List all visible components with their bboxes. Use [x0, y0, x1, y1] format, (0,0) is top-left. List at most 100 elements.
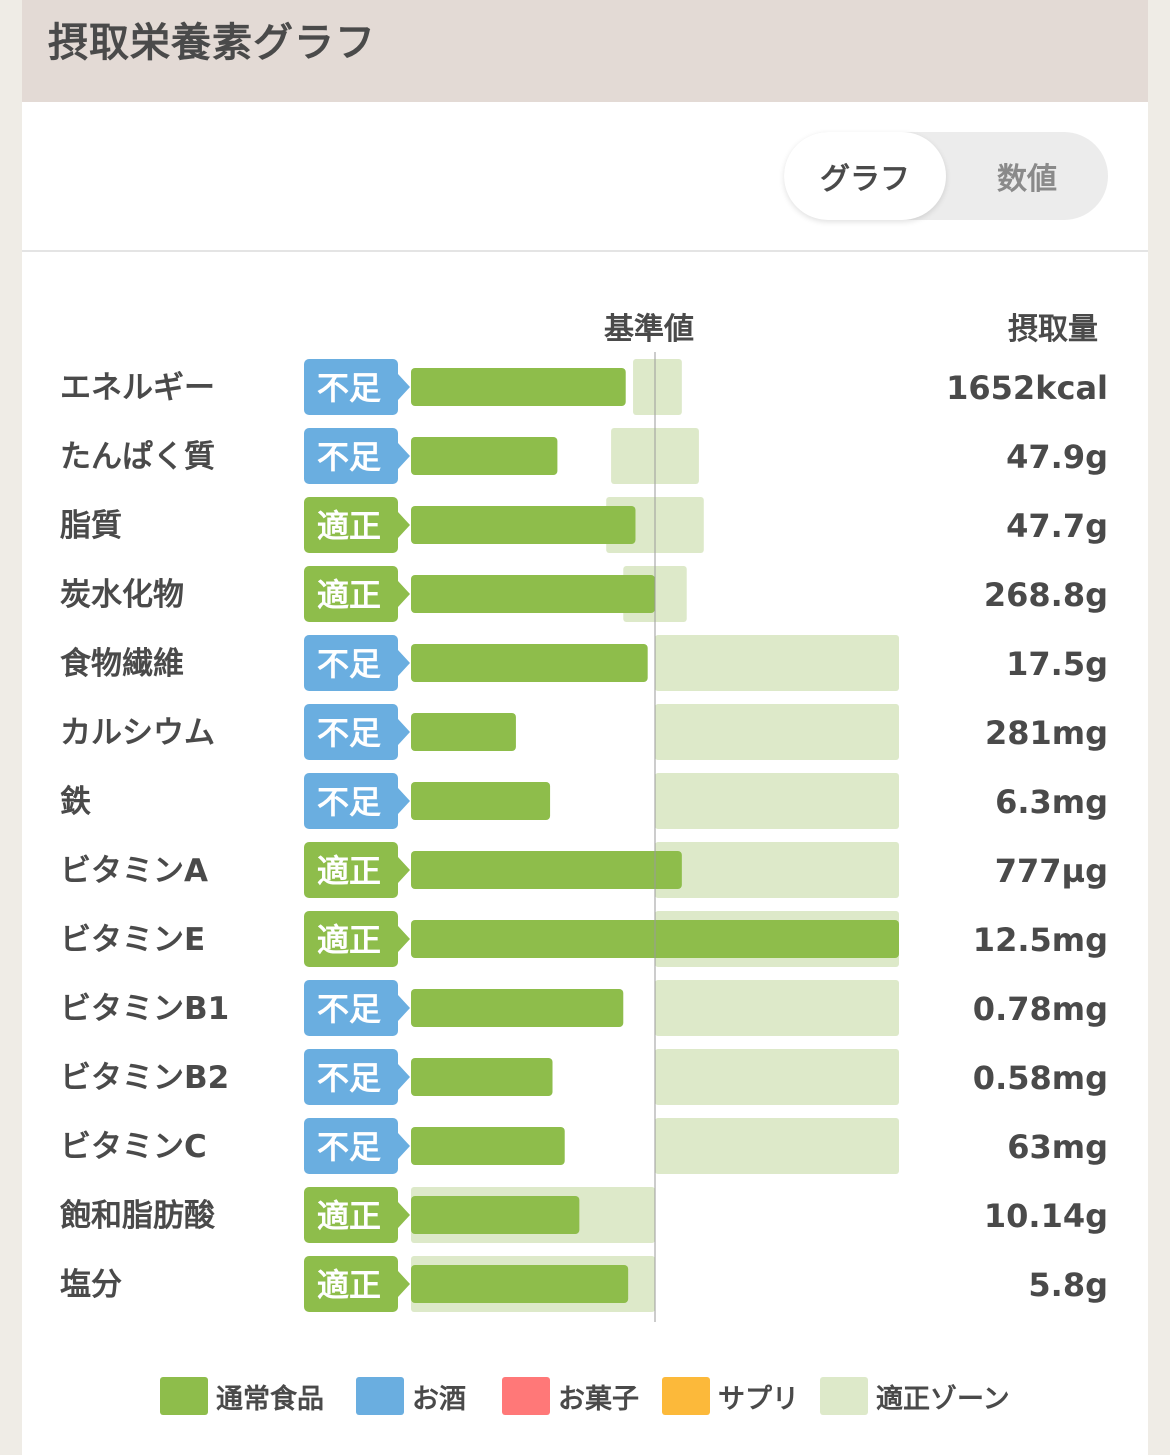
status-badge-label: 適正	[317, 852, 381, 890]
intake-value: 5.8g	[1028, 1266, 1108, 1304]
status-badge-label: 不足	[317, 645, 381, 683]
intake-bar	[411, 368, 626, 406]
intake-value: 0.58mg	[973, 1059, 1108, 1097]
status-badge-arrow	[398, 581, 410, 607]
nutrient-name: 塩分	[60, 1267, 122, 1303]
status-badge	[304, 497, 398, 553]
status-badge	[304, 911, 398, 967]
status-badge-label: 不足	[317, 990, 381, 1028]
intake-bar	[411, 1196, 580, 1234]
proper-zone-bar	[655, 1118, 899, 1174]
intake-bar	[411, 1058, 553, 1096]
status-badge	[304, 1187, 398, 1243]
legend-swatch	[160, 1377, 208, 1415]
status-badge-arrow	[398, 926, 410, 952]
status-badge	[304, 428, 398, 484]
intake-value: 10.14g	[984, 1197, 1108, 1235]
legend-label: お酒	[412, 1383, 466, 1415]
intake-bar	[411, 1265, 629, 1303]
intake-bar	[411, 575, 655, 613]
nutrient-name: ビタミンE	[60, 922, 205, 958]
proper-zone-bar	[633, 359, 682, 415]
nutrient-name: 脂質	[60, 508, 122, 544]
nutrient-name: たんぱく質	[60, 439, 215, 475]
proper-zone-bar	[655, 842, 899, 898]
status-badge-label: 不足	[317, 1128, 381, 1166]
nutrient-name: ビタミンC	[60, 1129, 207, 1165]
intake-value: 1652kcal	[946, 369, 1108, 407]
status-badge	[304, 704, 398, 760]
intake-value: 281mg	[985, 714, 1108, 752]
nutrient-name: ビタミンB1	[60, 991, 229, 1027]
intake-value: 17.5g	[1006, 645, 1108, 683]
legend-item: 適正ゾーン	[820, 1376, 1010, 1416]
legend-swatch	[356, 1377, 404, 1415]
intake-bar	[411, 1127, 565, 1165]
nutrient-card: 摂取栄養素グラフ グラフ 数値 基準値 摂取量 エネルギー 不足 1652kcal た…	[22, 0, 1148, 1455]
intake-value: 268.8g	[984, 576, 1108, 614]
status-badge-arrow	[398, 443, 410, 469]
intake-value: 0.78mg	[973, 990, 1108, 1028]
legend-label: お菓子	[558, 1383, 639, 1415]
nutrient-name: ビタミンA	[60, 853, 208, 889]
number-tab-button[interactable]: 数値	[997, 162, 1057, 197]
intake-value: 63mg	[1007, 1128, 1108, 1166]
status-badge	[304, 842, 398, 898]
nutrient-name: エネルギー	[60, 370, 215, 406]
graph-tab-button[interactable]: グラフ	[784, 132, 946, 220]
status-badge-label: 不足	[317, 438, 381, 476]
intake-value: 47.9g	[1006, 438, 1108, 476]
status-badge	[304, 1049, 398, 1105]
proper-zone-bar	[655, 1049, 899, 1105]
nutrient-name: 鉄	[60, 784, 91, 820]
legend-item: 通常食品	[160, 1376, 324, 1416]
legend-swatch	[502, 1377, 550, 1415]
legend-label: 適正ゾーン	[876, 1383, 1010, 1415]
intake-bar	[411, 644, 648, 682]
legend-swatch	[820, 1377, 868, 1415]
intake-bar	[411, 851, 682, 889]
nutrient-name: ビタミンB2	[60, 1060, 229, 1096]
status-badge-label: 不足	[317, 1059, 381, 1097]
status-badge-arrow	[398, 650, 410, 676]
status-badge-label: 不足	[317, 714, 381, 752]
legend-item: お酒	[356, 1376, 466, 1416]
status-badge-arrow	[398, 1064, 410, 1090]
nutrient-name: 食物繊維	[60, 646, 184, 682]
proper-zone-bar	[655, 773, 899, 829]
status-badge-label: 適正	[317, 921, 381, 959]
status-badge	[304, 635, 398, 691]
status-badge-arrow	[398, 1133, 410, 1159]
intake-value: 777µg	[995, 852, 1108, 890]
status-badge	[304, 1118, 398, 1174]
status-badge-arrow	[398, 512, 410, 538]
legend-item: サプリ	[662, 1376, 799, 1416]
proper-zone-bar	[655, 980, 899, 1036]
status-badge	[304, 566, 398, 622]
legend: 通常食品 お酒 お菓子 サプリ 適正ゾーン	[22, 1376, 1148, 1416]
legend-item: お菓子	[502, 1376, 639, 1416]
intake-bar	[411, 782, 551, 820]
status-badge-arrow	[398, 857, 410, 883]
intake-value: 12.5mg	[973, 921, 1108, 959]
status-badge	[304, 773, 398, 829]
status-badge	[304, 1256, 398, 1312]
status-badge-arrow	[398, 995, 410, 1021]
card-header: 摂取栄養素グラフ	[22, 0, 1148, 102]
status-badge-label: 適正	[317, 1266, 381, 1304]
proper-zone-bar	[655, 635, 899, 691]
legend-label: 通常食品	[216, 1383, 324, 1415]
status-badge-arrow	[398, 1271, 410, 1297]
status-badge	[304, 359, 398, 415]
page-title: 摂取栄養素グラフ	[48, 20, 376, 66]
status-badge-arrow	[398, 1202, 410, 1228]
nutrient-name: 炭水化物	[60, 577, 184, 613]
status-badge	[304, 980, 398, 1036]
intake-bar	[411, 437, 558, 475]
view-toggle: グラフ 数値	[784, 132, 1108, 220]
proper-zone-bar	[655, 704, 899, 760]
intake-bar	[411, 713, 516, 751]
status-badge-label: 適正	[317, 1197, 381, 1235]
nutrient-name: 飽和脂肪酸	[60, 1198, 216, 1234]
